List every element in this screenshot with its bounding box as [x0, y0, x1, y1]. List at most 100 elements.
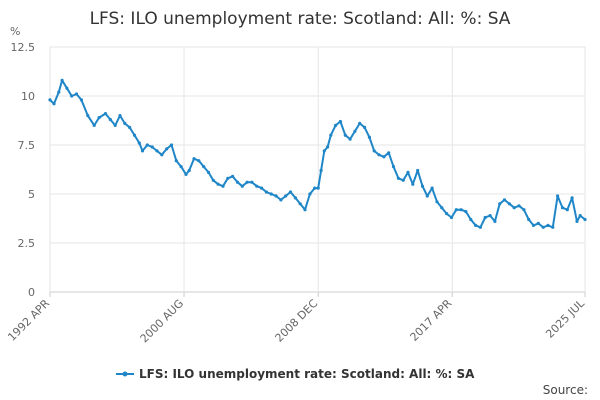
- x-tick-label: 2025 JUL: [543, 296, 587, 340]
- data-point: [128, 125, 132, 129]
- data-point: [507, 202, 511, 206]
- data-point: [118, 114, 122, 118]
- data-point: [353, 129, 357, 133]
- x-tick-label: 2000 AUG: [138, 297, 187, 346]
- data-point: [326, 145, 330, 149]
- y-tick-label: 5: [28, 188, 35, 201]
- data-point: [377, 153, 381, 157]
- data-point: [308, 192, 312, 196]
- data-point: [250, 180, 254, 184]
- y-tick-label: 0: [28, 286, 35, 299]
- data-point: [570, 196, 574, 200]
- data-point: [322, 149, 326, 153]
- data-point: [565, 208, 569, 212]
- data-point: [108, 117, 112, 122]
- data-point: [517, 204, 521, 208]
- data-point: [235, 180, 240, 184]
- data-point: [387, 151, 391, 155]
- y-tick-label: 10: [21, 90, 35, 103]
- data-point: [556, 194, 560, 198]
- data-point: [197, 159, 201, 163]
- data-point: [578, 214, 582, 218]
- data-point: [420, 184, 425, 188]
- data-point: [483, 215, 487, 220]
- data-point: [440, 206, 444, 210]
- data-point: [231, 174, 235, 178]
- gridlines: [49, 46, 586, 293]
- data-point: [358, 121, 362, 125]
- data-point: [303, 208, 307, 212]
- data-point: [372, 149, 376, 153]
- x-tick-label: 2008 DEC: [273, 297, 321, 345]
- data-point: [560, 206, 565, 210]
- data-point: [245, 180, 249, 184]
- data-point: [206, 170, 211, 174]
- data-point: [449, 215, 454, 220]
- legend-item-label: LFS: ILO unemployment rate: Scotland: Al…: [139, 367, 475, 381]
- source-label: Source:: [543, 383, 588, 397]
- data-point: [221, 184, 225, 188]
- data-point: [160, 153, 164, 157]
- data-point: [279, 198, 283, 202]
- data-point: [52, 102, 56, 106]
- data-point: [488, 214, 492, 218]
- data-point: [123, 121, 127, 125]
- data-point: [551, 225, 555, 229]
- data-point: [169, 143, 174, 147]
- x-tick-label: 1992 APR: [5, 297, 52, 344]
- data-point: [174, 159, 178, 163]
- y-axis-label: %: [10, 25, 20, 38]
- data-point: [367, 135, 371, 139]
- data-point: [348, 137, 352, 141]
- data-point: [284, 194, 288, 198]
- data-point: [192, 157, 196, 161]
- data-point: [179, 165, 183, 169]
- data-point: [435, 200, 439, 204]
- data-point: [86, 114, 90, 118]
- data-point: [316, 186, 320, 190]
- data-point: [132, 133, 137, 137]
- data-point: [269, 192, 273, 196]
- data-point: [155, 149, 159, 153]
- data-point: [343, 133, 347, 137]
- data-point: [187, 168, 191, 173]
- data-point: [103, 112, 108, 116]
- data-point: [382, 155, 386, 159]
- data-point: [512, 206, 516, 210]
- data-point: [546, 223, 550, 227]
- data-point: [459, 208, 463, 212]
- data-point: [425, 194, 429, 198]
- data-point: [531, 223, 536, 227]
- data-point: [274, 194, 278, 198]
- data-point: [445, 212, 449, 216]
- data-point: [527, 217, 531, 222]
- data-point: [430, 186, 434, 190]
- data-point: [260, 186, 264, 190]
- data-point: [454, 208, 458, 212]
- data-point: [401, 178, 405, 182]
- data-point: [329, 133, 333, 137]
- data-point: [334, 123, 338, 127]
- y-tick-label: 7.5: [18, 139, 36, 152]
- data-point: [184, 172, 188, 176]
- data-point: [313, 186, 317, 190]
- data-point: [493, 219, 497, 223]
- data-point: [575, 219, 579, 223]
- data-point: [137, 141, 141, 145]
- x-tick-label: 2017 APR: [407, 297, 454, 344]
- legend[interactable]: LFS: ILO unemployment rate: Scotland: Al…: [116, 367, 475, 381]
- data-point: [391, 165, 396, 169]
- data-point: [469, 217, 473, 222]
- data-point: [113, 123, 117, 127]
- data-point: [288, 190, 293, 194]
- data-point: [216, 182, 220, 186]
- y-tick-label: 2.5: [18, 237, 36, 250]
- data-point: [406, 170, 410, 174]
- data-point: [536, 221, 540, 225]
- y-axis: 0 2.5 5 7.5 10 12.5: [11, 41, 36, 299]
- data-point: [240, 184, 244, 188]
- data-point: [65, 86, 69, 90]
- data-point: [264, 190, 268, 194]
- data-point: [416, 168, 420, 173]
